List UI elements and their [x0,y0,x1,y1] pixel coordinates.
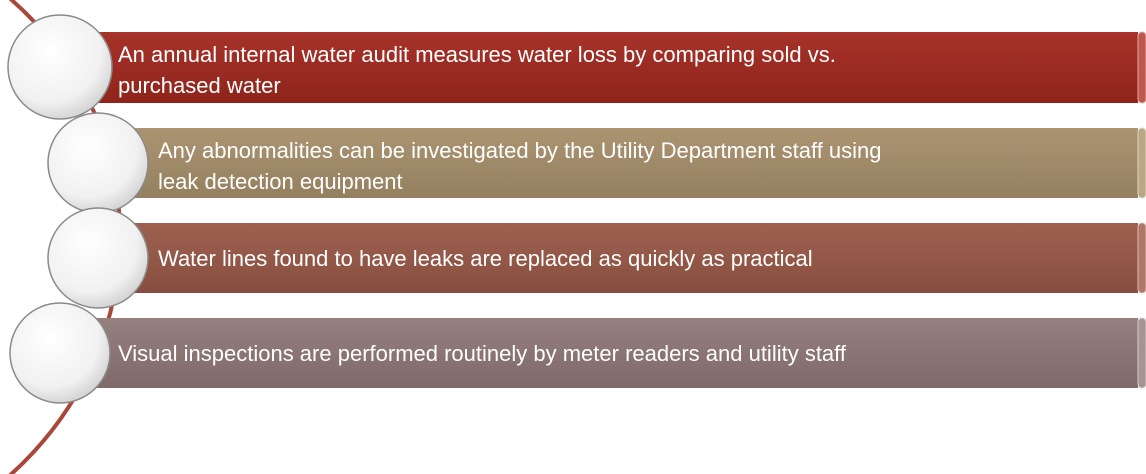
item-text: An annual internal water audit measures … [118,42,836,67]
item-bar [110,128,1138,198]
item-circle [47,112,149,214]
item-text: Water lines found to have leaks are repl… [158,246,813,271]
item-bar [110,223,1138,293]
item-bar [80,318,1138,388]
item-tab [1137,317,1146,389]
item-text: Any abnormalities can be investigated by… [158,138,882,163]
item-tab [1137,127,1146,199]
item-circle [9,302,111,404]
item-bar [80,32,1138,103]
item-tab [1137,31,1146,104]
item-circle [47,207,149,309]
item-text: purchased water [118,73,281,98]
item-tab [1137,222,1146,294]
item-text: Visual inspections are performed routine… [118,341,847,366]
item-text: leak detection equipment [158,169,403,194]
item-circle [7,14,113,120]
